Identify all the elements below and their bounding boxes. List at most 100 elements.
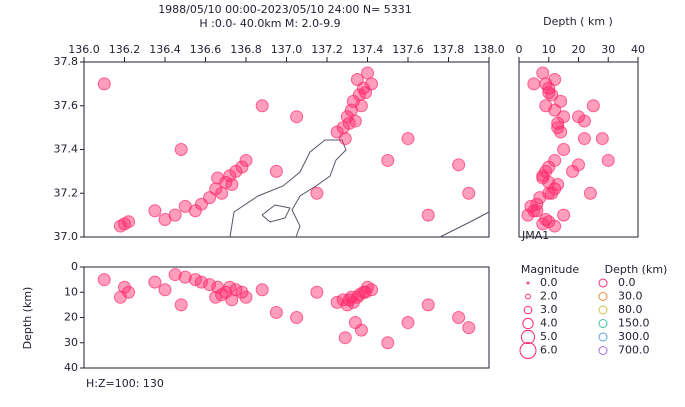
section-y-label: Depth (km): [21, 287, 34, 350]
section-point: [215, 288, 229, 302]
section-tick-label: 40: [64, 361, 78, 374]
depth-point: [527, 77, 541, 91]
depth-point: [577, 132, 591, 146]
epicenter: [158, 213, 172, 226]
x-tick-label: 136.6: [190, 43, 222, 56]
depth-point: [542, 86, 556, 100]
depth-symbol: [598, 332, 608, 342]
magnitude-label: 5.0: [540, 330, 558, 343]
section-tick-label: 20: [64, 311, 78, 324]
section-point: [381, 336, 395, 350]
epicenter: [290, 110, 304, 124]
section-frame: [83, 266, 490, 369]
magnitude-symbol: [519, 342, 537, 359]
epicenter: [342, 116, 356, 130]
depth-tick-label: 10: [542, 43, 556, 56]
depth-point: [583, 186, 597, 200]
magnitude-symbol: [520, 329, 536, 345]
epicenter: [235, 160, 249, 174]
x-tick-label: 136.4: [149, 43, 181, 56]
magnitude-symbol: [525, 293, 531, 300]
section-point: [358, 285, 372, 299]
depth-panel-title: Depth ( km ): [543, 15, 613, 28]
y-tick-label: 37.4: [54, 143, 79, 156]
section-point: [148, 275, 162, 289]
coastline: [261, 204, 291, 223]
section-tick-label: 10: [64, 285, 78, 298]
depth-point: [557, 143, 571, 156]
epicenter: [452, 158, 466, 172]
magnitude-legend-title: Magnitude: [521, 263, 580, 276]
depth-label: 300.0: [618, 330, 650, 343]
epicenter: [350, 73, 364, 86]
depth-point: [539, 99, 553, 113]
x-tick-label: 136.8: [230, 43, 262, 56]
depth-point: [536, 66, 550, 80]
section-point: [188, 273, 202, 287]
section-tick-label: 30: [64, 336, 78, 349]
depth-symbol: [598, 292, 608, 301]
depth-symbol: [598, 305, 608, 315]
section-point: [348, 316, 362, 330]
y-tick-label: 37.6: [54, 99, 79, 112]
epicenter: [178, 199, 192, 213]
x-tick-label: 137.4: [352, 43, 384, 56]
magnitude-symbol: [526, 281, 530, 285]
depth-panel-label: JMA1: [521, 229, 549, 242]
depth-point: [572, 158, 585, 172]
epicenter: [215, 186, 229, 200]
section-point: [452, 311, 466, 324]
header-period: 1988/05/10 00:00-2023/05/10 24:00 N= 533…: [158, 3, 412, 16]
x-tick-label: 136.0: [68, 43, 100, 56]
scale-note: H:Z=100: 130: [86, 377, 164, 390]
depth-point: [572, 110, 585, 124]
section-tick-label: 0: [71, 260, 78, 273]
epicenter: [269, 164, 283, 178]
section-point: [174, 298, 188, 312]
section-point: [421, 298, 435, 312]
x-tick-label: 138.0: [473, 43, 505, 56]
epicenter: [174, 143, 188, 156]
header-range: H :0.0- 40.0km M: 2.0-9.9: [199, 17, 340, 30]
section-point: [310, 285, 324, 299]
section-point: [203, 278, 217, 292]
section-point: [342, 293, 356, 307]
depth-tick-label: 20: [572, 43, 586, 56]
depth-symbol: [598, 319, 608, 328]
magnitude-symbol: [522, 317, 534, 330]
section-point: [211, 280, 225, 294]
epicenter: [462, 186, 476, 200]
depth-point: [586, 99, 600, 113]
section-point: [462, 321, 476, 335]
section-point: [338, 331, 352, 345]
depth-label: 700.0: [618, 344, 650, 357]
section-point: [239, 290, 253, 304]
epicenter: [239, 153, 253, 167]
coastline: [439, 211, 490, 238]
epicenter: [310, 186, 324, 200]
y-tick-label: 37.2: [54, 186, 79, 199]
depth-point: [551, 116, 565, 130]
section-point: [113, 290, 127, 304]
section-point: [97, 273, 111, 287]
epicenter: [225, 178, 239, 191]
depth-symbol: [598, 278, 608, 288]
depth-tick-label: 0: [516, 43, 523, 56]
epicenter: [255, 99, 269, 113]
epicenter: [211, 171, 225, 185]
section-point: [122, 285, 136, 299]
epicenter: [97, 77, 111, 91]
depth-point: [530, 204, 544, 218]
epicenter: [113, 219, 127, 233]
epicenter: [361, 66, 374, 80]
section-point: [401, 316, 415, 330]
depth-point: [551, 178, 565, 191]
x-tick-label: 136.2: [109, 43, 141, 56]
x-tick-label: 137.0: [271, 43, 303, 56]
depth-tick-label: 30: [601, 43, 615, 56]
epicenter: [354, 99, 368, 113]
y-tick-label: 37.0: [54, 230, 79, 243]
section-point: [290, 311, 304, 324]
section-point: [330, 295, 344, 309]
